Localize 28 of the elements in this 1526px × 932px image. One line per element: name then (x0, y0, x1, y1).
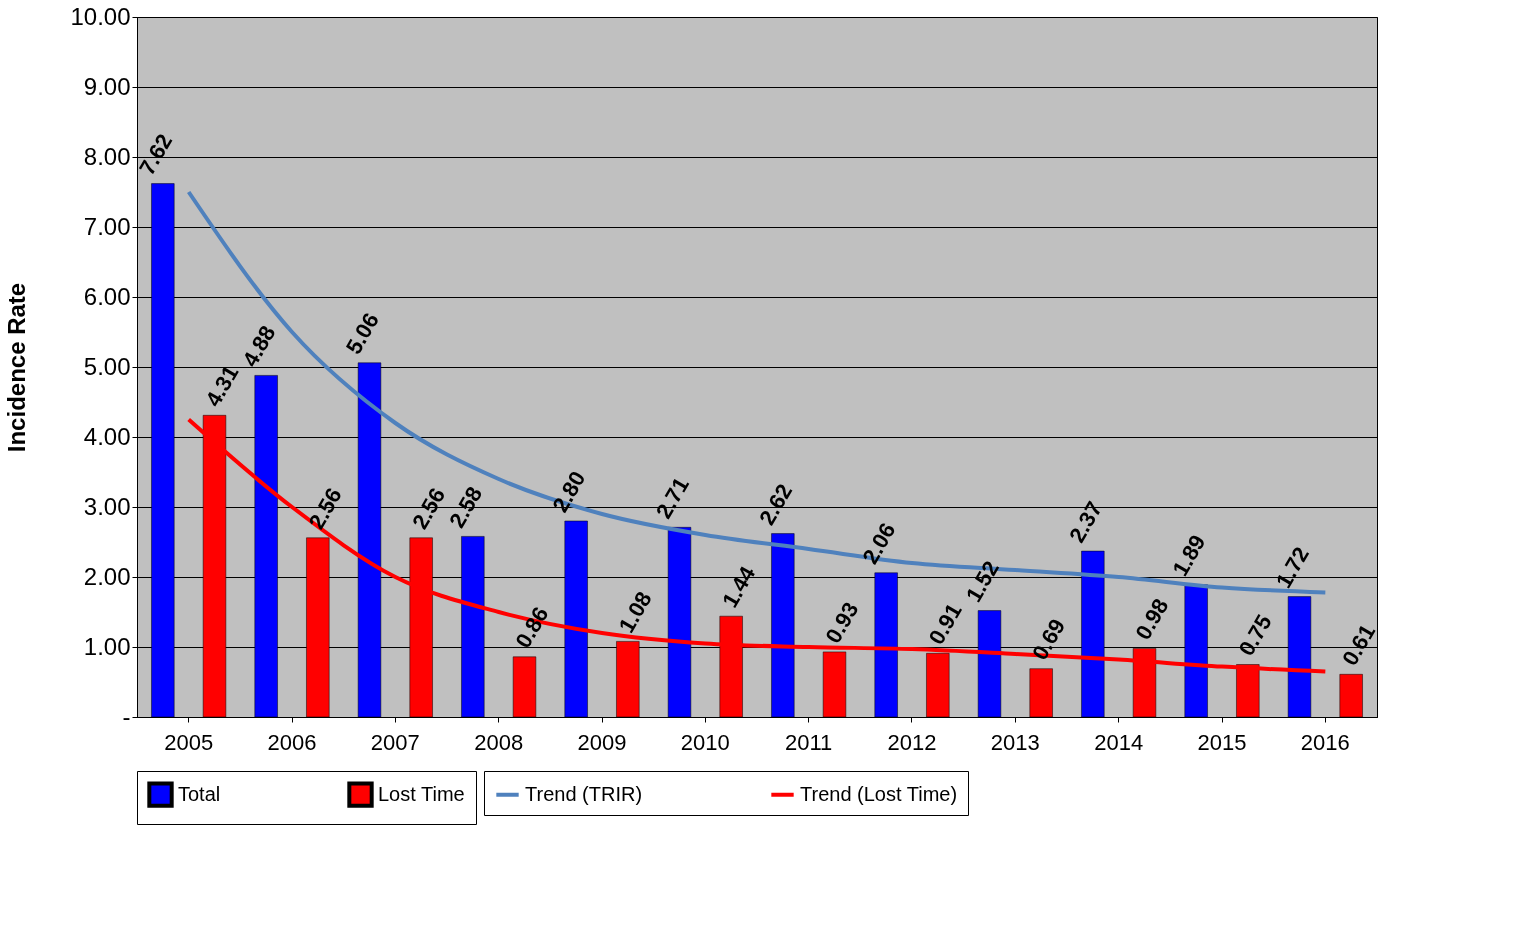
legend-label: Trend (TRIR) (525, 782, 643, 805)
y-tick-label: 2.00 (83, 562, 131, 590)
y-tick-label: 9.00 (83, 72, 131, 100)
x-tick-label: 2014 (1094, 729, 1144, 755)
y-tick-label: 3.00 (83, 492, 131, 520)
legend-label: Trend (Lost Time) (800, 782, 958, 805)
y-tick-label: 8.00 (83, 142, 131, 170)
legend-label: Lost Time (378, 782, 465, 805)
y-axis-title: Incidence Rate (3, 282, 31, 453)
y-tick-label: 6.00 (83, 282, 131, 310)
x-tick-label: 2012 (887, 729, 937, 755)
x-tick-label: 2015 (1197, 729, 1247, 755)
x-tick-label: 2007 (370, 729, 420, 755)
legend-label: Total (178, 782, 221, 805)
y-tick-label: - (122, 702, 131, 730)
y-tick-label: 1.00 (83, 632, 131, 660)
x-tick-label: 2009 (577, 729, 627, 755)
x-tick-label: 2005 (164, 729, 214, 755)
y-tick-label: 10.00 (70, 2, 131, 30)
x-tick-label: 2010 (680, 729, 730, 755)
x-tick-label: 2006 (267, 729, 317, 755)
x-tick-label: 2016 (1300, 729, 1350, 755)
y-tick-label: 5.00 (83, 352, 131, 380)
x-tick-label: 2008 (474, 729, 524, 755)
y-tick-label: 7.00 (83, 212, 131, 240)
x-tick-label: 2011 (785, 729, 833, 755)
y-tick-label: 4.00 (83, 422, 131, 450)
x-tick-label: 2013 (990, 729, 1040, 755)
